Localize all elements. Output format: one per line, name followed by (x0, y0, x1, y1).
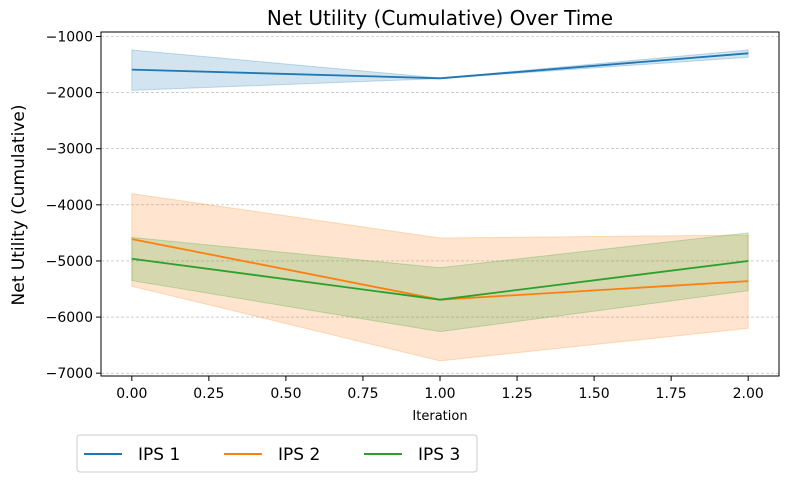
legend-frame (77, 435, 477, 472)
y-axis-title: Net Utility (Cumulative) (9, 105, 29, 306)
x-tick-label: 1.50 (579, 386, 610, 402)
y-axis-ticks: −7000 −6000 −5000 −4000 −3000 −2000 −1000 (46, 29, 101, 382)
x-axis-title: Iteration (412, 409, 467, 424)
ips-1-band (132, 50, 748, 90)
x-axis-ticks: 0.00 0.25 0.50 0.75 1.00 1.25 1.50 1.75 2.00 (116, 376, 764, 402)
chart-title: Net Utility (Cumulative) Over Time (267, 6, 613, 30)
y-tick-label: −7000 (46, 366, 93, 382)
y-tick-label: −3000 (46, 142, 93, 158)
legend-label-ips-1: IPS 1 (138, 445, 180, 465)
x-tick-label: 1.25 (501, 386, 532, 402)
x-tick-label: 0.50 (270, 386, 301, 402)
x-tick-label: 0.75 (347, 386, 378, 402)
confidence-bands (132, 50, 748, 361)
y-tick-label: −2000 (46, 86, 93, 102)
x-tick-label: 1.00 (424, 386, 455, 402)
legend-label-ips-2: IPS 2 (278, 445, 320, 465)
y-tick-label: −6000 (46, 310, 93, 326)
x-tick-label: 0.25 (193, 386, 224, 402)
legend: IPS 1 IPS 2 IPS 3 (77, 435, 477, 472)
y-tick-label: −4000 (46, 198, 93, 214)
legend-label-ips-3: IPS 3 (418, 445, 460, 465)
x-tick-label: 0.00 (116, 386, 147, 402)
x-tick-label: 2.00 (733, 386, 764, 402)
x-tick-label: 1.75 (656, 386, 687, 402)
y-tick-label: −1000 (46, 29, 93, 45)
y-tick-label: −5000 (46, 254, 93, 270)
